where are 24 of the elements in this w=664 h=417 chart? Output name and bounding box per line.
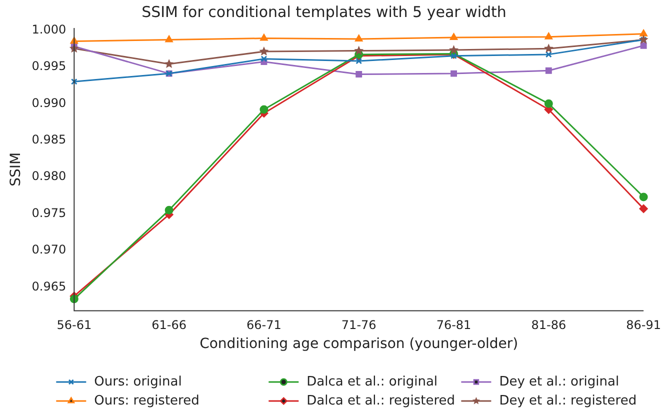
x-axis-title: Conditioning age comparison (younger-older)	[200, 336, 518, 352]
chart-title: SSIM for conditional templates with 5 year width	[142, 2, 506, 21]
x-tick-label: 66-71	[246, 318, 282, 332]
y-tick-label: 1.000	[32, 22, 66, 36]
x-tick-label: 76-81	[436, 318, 472, 332]
y-axis-title: SSIM	[8, 152, 24, 186]
y-tick-label: 0.980	[32, 169, 66, 184]
legend-label: Dalca et al.: original	[306, 374, 438, 390]
x-tick-label: 61-66	[152, 318, 186, 332]
y-tick-label: 0.965	[32, 279, 66, 294]
y-tick-label: 0.990	[32, 96, 66, 110]
legend-label: Ours: registered	[94, 393, 200, 408]
x-tick-label: 71-76	[341, 318, 376, 332]
y-tick-label: 0.970	[32, 242, 66, 257]
legend-label: Dey et al.: original	[499, 374, 620, 390]
legend-label: Ours: original	[94, 374, 182, 390]
x-tick-label: 86-91	[626, 318, 662, 332]
x-tick-label: 81-86	[531, 318, 566, 332]
legend-label: Dey et al.: registered	[499, 393, 637, 408]
y-tick-label: 0.985	[32, 132, 66, 147]
y-tick-label: 0.975	[32, 206, 66, 220]
x-tick-label: 56-61	[56, 318, 92, 332]
y-tick-label: 0.995	[32, 59, 66, 74]
legend-label: Dalca et al.: registered	[306, 393, 456, 408]
